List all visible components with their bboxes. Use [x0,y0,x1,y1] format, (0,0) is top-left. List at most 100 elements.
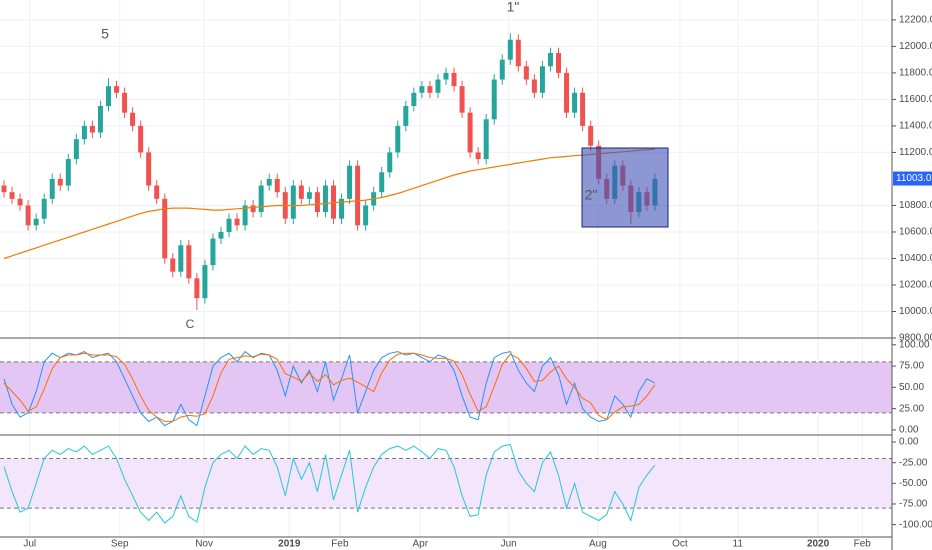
candle-body [81,125,87,140]
candle-body [403,106,409,126]
candle-body [339,198,345,219]
candle-body [475,152,481,160]
candle-body [290,185,296,219]
y-tick-label: 10600.00 [899,227,932,238]
candle-body [539,66,545,93]
candle-body [97,106,103,133]
candle-body [274,178,280,193]
candle-body [435,79,441,93]
candle-body [114,86,120,93]
candle-body [564,72,570,113]
y-tick-label: -100.00 [899,519,932,530]
candle-body [306,192,312,199]
candle-body [1,185,7,193]
candle-body [25,205,31,226]
candle-body [57,178,63,186]
y-tick-label: 11200.00 [899,147,932,158]
candle-body [242,205,248,226]
highlight-box [581,147,669,228]
candle-body [178,245,184,272]
candle-body [523,66,529,80]
y-tick-label: 12000.00 [899,41,932,52]
x-tick-label: Feb [331,539,349,550]
y-tick-label: 11800.00 [899,68,932,79]
y-tick-label: 10200.00 [899,280,932,291]
candle-body [41,198,47,219]
candle-body [379,172,385,193]
grid-layer [0,0,892,537]
x-tick-label: Nov [195,539,213,550]
band-fill [0,458,892,509]
y-tick-label: 25.00 [899,403,924,414]
band-fill [0,361,892,413]
candle-body [443,72,449,80]
last-price-box [893,171,932,186]
candle-body [491,79,497,120]
candle-body [170,258,176,272]
x-tick-label: Feb [854,539,872,550]
candle-body [234,218,240,226]
candle-body [556,53,562,73]
candle-body [330,185,336,219]
candle-body [451,72,457,87]
candle-body [499,59,505,80]
candle-body [105,86,111,107]
candle-body [89,125,95,133]
candle-body [138,125,144,153]
y-tick-label: -50.00 [899,478,928,489]
candle-body [580,92,586,126]
x-tick-label: 11 [733,539,744,550]
x-tick-label: Oct [672,539,688,550]
candle-body [411,92,417,107]
y-tick-label: 100.00 [899,339,930,350]
x-tick-label: Jul [23,539,36,550]
x-tick-label: 2020 [807,539,830,550]
x-tick-label: Jun [501,539,517,550]
candle-body [314,192,320,213]
candle-body [483,119,489,160]
candle-body [194,278,200,299]
wave-label: 2" [585,187,598,203]
candle-body [507,39,513,60]
wave-label: 1" [507,0,520,15]
candle-body [146,152,152,186]
candle-body [427,86,433,93]
candle-body [65,159,71,186]
candle-body [588,125,594,146]
candle-body [322,185,328,213]
candle-body [17,198,23,206]
last-price-label: 11003.05 [896,173,932,184]
y-tick-label: 11600.00 [899,94,932,105]
candle-body [298,185,304,199]
y-tick-label: -25.00 [899,457,928,468]
y-tick-label: 75.00 [899,361,924,372]
candle-body [347,165,353,199]
oscillator-line [3,443,656,524]
oscillator-line [3,350,656,427]
candle-body [186,245,192,279]
candle-body [355,165,361,226]
candle-body [49,178,55,199]
candle-body [33,218,39,226]
candle-body [162,198,168,259]
y-tick-label: 12200.00 [899,15,932,26]
candle-body [547,53,553,67]
x-tick-label: Apr [413,539,429,550]
candle-body [531,79,537,93]
y-tick-label: 9800.00 [899,333,932,344]
candle-body [226,218,232,232]
candle-body [459,86,465,113]
candle-body [218,231,224,239]
candle-body [572,92,578,113]
y-tick-label: 0.00 [899,437,919,448]
oscillator-line [3,352,656,422]
y-tick-label: 11400.00 [899,121,932,132]
candle-body [9,192,15,199]
candle-body [266,178,272,186]
y-tick-label: 10400.00 [899,253,932,264]
x-tick-label: Sep [111,539,129,550]
candle-body [419,86,425,93]
y-tick-label: 10800.00 [899,200,932,211]
